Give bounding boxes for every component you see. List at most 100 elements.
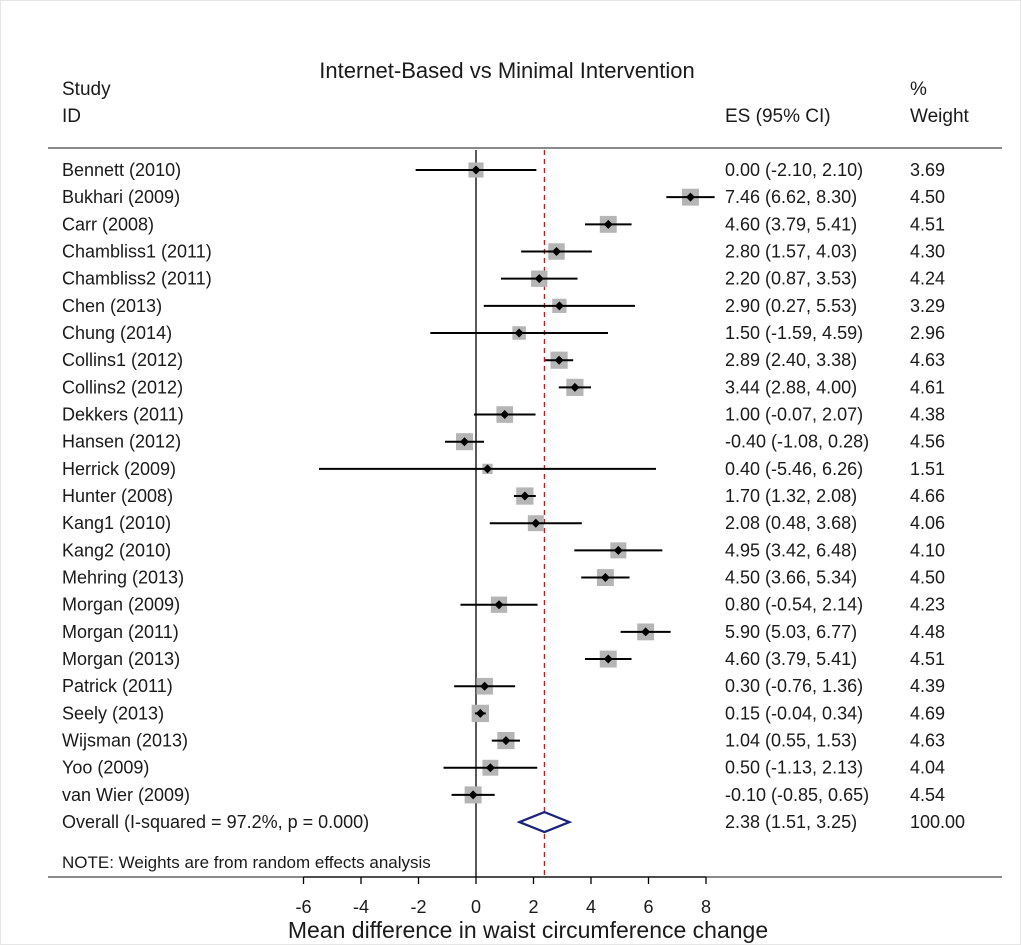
x-tick-label: 0 [471,897,481,917]
es-ci-value: 2.90 (0.27, 5.53) [725,296,857,316]
weight-value: 4.69 [910,703,945,723]
study-label: Herrick (2009) [62,459,176,479]
study-row: Bennett (2010) 0.00 (-2.10, 2.10) 3.69 [62,160,945,180]
weight-value: 4.48 [910,622,945,642]
x-axis-label: Mean difference in waist circumference c… [288,917,768,943]
weight-value: 4.50 [910,187,945,207]
point-estimate [552,247,561,257]
weight-value: 4.06 [910,513,945,533]
overall-weight-value: 100.00 [910,812,965,832]
study-label: Kang2 (2010) [62,540,171,560]
x-tick-label: 6 [643,897,653,917]
study-label: van Wier (2009) [62,785,190,805]
point-estimate [600,573,610,583]
study-label: Chambliss2 (2011) [62,269,212,289]
weight-value: 4.04 [910,758,945,778]
es-ci-value: 2.80 (1.57, 4.03) [725,242,857,262]
study-label: Chambliss1 (2011) [62,242,212,262]
study-label: Morgan (2009) [62,595,180,615]
point-estimate [485,763,495,773]
study-row: Chung (2014) 1.50 (-1.59, 4.59) 2.96 [62,323,945,343]
es-ci-value: -0.10 (-0.85, 0.65) [725,785,869,805]
point-estimate [475,708,485,718]
point-estimate [494,600,504,610]
study-row: Chambliss1 (2011) 2.80 (1.57, 4.03) 4.30 [62,242,945,262]
study-row: Morgan (2013) 4.60 (3.79, 5.41) 4.51 [62,649,945,669]
point-estimate [500,410,510,420]
study-label: Patrick (2011) [62,676,173,696]
study-row: Kang2 (2010) 4.95 (3.42, 6.48) 4.10 [62,540,945,560]
es-ci-value: 0.30 (-0.76, 1.36) [725,676,863,696]
x-tick-label: 2 [528,897,538,917]
study-row: Wijsman (2013) 1.04 (0.55, 1.53) 4.63 [62,731,945,751]
study-row: Chen (2013) 2.90 (0.27, 5.53) 3.29 [62,296,945,316]
study-row: Kang1 (2010) 2.08 (0.48, 3.68) 4.06 [62,513,945,533]
weight-value: 4.66 [910,486,945,506]
point-estimate [483,464,492,474]
study-label: Yoo (2009) [62,758,149,778]
weight-value: 4.10 [910,540,945,560]
point-estimate [534,274,544,284]
header-weight-pct: % [910,79,927,100]
weight-value: 4.56 [910,432,945,452]
study-label: Collins2 (2012) [62,377,183,397]
study-label: Morgan (2011) [62,622,179,642]
es-ci-value: 7.46 (6.62, 8.30) [725,187,857,207]
study-label: Morgan (2013) [62,649,180,669]
study-row: van Wier (2009) -0.10 (-0.85, 0.65) 4.54 [62,785,945,805]
header-id: ID [62,106,81,127]
point-estimate [531,518,541,528]
es-ci-value: 0.00 (-2.10, 2.10) [725,160,863,180]
study-row: Herrick (2009) 0.40 (-5.46, 6.26) 1.51 [62,459,945,479]
es-ci-value: 0.15 (-0.04, 0.34) [725,703,863,723]
point-estimate [460,437,469,447]
es-ci-value: 1.70 (1.32, 2.08) [725,486,857,506]
weight-value: 4.24 [910,269,945,289]
study-label: Dekkers (2011) [62,405,184,425]
weight-value: 4.23 [910,595,945,615]
es-ci-value: 4.60 (3.79, 5.41) [725,214,857,234]
weight-value: 4.63 [910,350,945,370]
study-row: Dekkers (2011) 1.00 (-0.07, 2.07) 4.38 [62,405,945,425]
point-estimate [603,219,613,229]
es-ci-value: 1.50 (-1.59, 4.59) [725,323,863,343]
point-estimate [520,491,530,501]
study-row: Bukhari (2009) 7.46 (6.62, 8.30) 4.50 [62,187,945,207]
study-row: Morgan (2011) 5.90 (5.03, 6.77) 4.48 [62,622,945,642]
study-label: Bukhari (2009) [62,187,180,207]
study-row: Collins2 (2012) 3.44 (2.88, 4.00) 4.61 [62,377,945,397]
chart-title: Internet-Based vs Minimal Intervention [319,58,694,83]
study-label: Bennett (2010) [62,160,181,180]
es-ci-value: 1.00 (-0.07, 2.07) [725,405,863,425]
weight-value: 4.54 [910,785,945,805]
es-ci-value: -0.40 (-1.08, 0.28) [725,432,869,452]
study-label: Collins1 (2012) [62,350,183,370]
weight-value: 4.51 [910,649,945,669]
study-label: Wijsman (2013) [62,731,188,751]
study-label: Chen (2013) [62,296,162,316]
x-tick-label: -4 [353,897,369,917]
x-tick-label: -6 [295,897,311,917]
overall-diamond [516,810,573,834]
weight-value: 4.39 [910,676,945,696]
point-estimate [501,736,511,746]
x-tick-label: -2 [410,897,426,917]
study-label: Seely (2013) [62,703,164,723]
study-label: Mehring (2013) [62,568,184,588]
study-row: Hunter (2008) 1.70 (1.32, 2.08) 4.66 [62,486,945,506]
study-row: Seely (2013) 0.15 (-0.04, 0.34) 4.69 [62,703,945,723]
study-label: Kang1 (2010) [62,513,171,533]
study-label: Hunter (2008) [62,486,173,506]
es-ci-value: 3.44 (2.88, 4.00) [725,377,857,397]
weight-value: 4.50 [910,568,945,588]
es-ci-value: 0.40 (-5.46, 6.26) [725,459,863,479]
point-estimate [641,627,651,637]
study-row: Collins1 (2012) 2.89 (2.40, 3.38) 4.63 [62,350,945,370]
study-row: Hansen (2012) -0.40 (-1.08, 0.28) 4.56 [62,432,945,452]
study-row: Mehring (2013) 4.50 (3.66, 5.34) 4.50 [62,568,945,588]
es-ci-value: 2.89 (2.40, 3.38) [725,350,857,370]
point-estimate [570,382,580,392]
point-estimate [554,301,564,311]
note-text: NOTE: Weights are from random effects an… [62,853,431,872]
weight-value: 4.51 [910,214,945,234]
